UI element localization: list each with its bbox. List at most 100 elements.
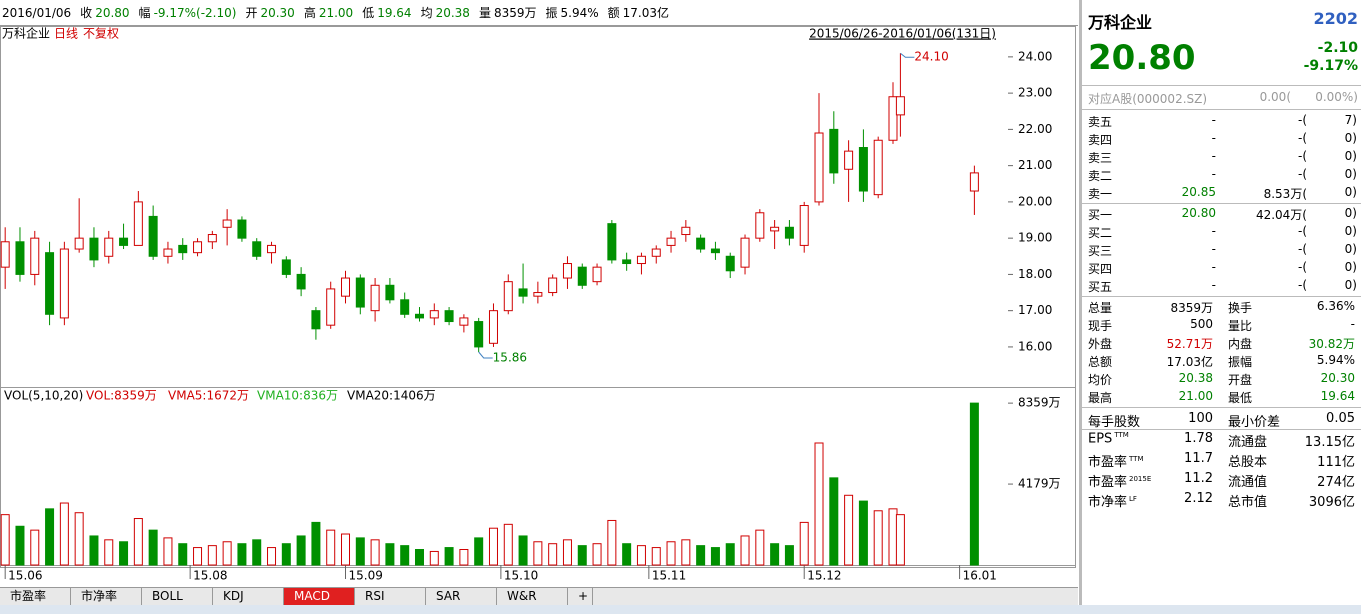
volume-bar	[267, 547, 277, 566]
stat-value: 20.30	[1320, 371, 1355, 385]
book-label: 卖四	[1088, 133, 1113, 147]
y-tick-label: 19.00	[1018, 231, 1052, 245]
volume-bar	[681, 539, 691, 566]
fund-label: 总股本	[1228, 455, 1268, 470]
stat-label: 振幅	[1228, 355, 1253, 369]
volume-bar	[548, 543, 558, 566]
stat-label: 总量	[1088, 301, 1113, 315]
candle-body	[385, 284, 395, 301]
fund-label-sup: TTM	[1114, 431, 1129, 439]
fund-label: EPS TTM	[1088, 431, 1129, 447]
stat-label: 现手	[1088, 319, 1113, 333]
book-label: 卖五	[1088, 115, 1113, 129]
tab[interactable]: MACD	[284, 588, 355, 606]
volume-bar	[385, 543, 395, 566]
candle-body	[474, 321, 484, 348]
info-item: 量 8359万	[479, 4, 537, 21]
tab[interactable]: W&R	[497, 588, 568, 606]
candle-body	[207, 234, 217, 243]
volume-bar	[725, 543, 735, 566]
candle-body	[548, 277, 558, 294]
period: 日线	[54, 27, 78, 41]
book-label: 卖三	[1088, 151, 1113, 165]
candle-body	[30, 237, 40, 275]
y-tick-label: 16.00	[1018, 339, 1052, 353]
y-tick-label: 23.00	[1018, 86, 1052, 100]
price-change-pct: -9.17%	[1303, 58, 1358, 74]
volume-bar	[414, 549, 424, 566]
candle-body	[178, 244, 188, 254]
tab[interactable]: 市净率	[71, 588, 142, 606]
annotation-pointer	[478, 351, 493, 359]
book-volume: -(	[1297, 131, 1307, 145]
fund-label: 总市值	[1228, 495, 1268, 510]
candle-body	[252, 241, 262, 257]
x-tick-label: 15.08	[193, 569, 227, 583]
y-tick-label: 20.00	[1018, 194, 1052, 208]
volume-bar	[829, 477, 839, 566]
book-volume: -(	[1297, 149, 1307, 163]
tab[interactable]: KDJ	[213, 588, 284, 606]
volume-bar	[45, 508, 55, 566]
candle-body	[74, 237, 84, 250]
candle-body	[755, 212, 765, 239]
volume-bar	[562, 539, 572, 566]
volume-legend: VMA20:1406万	[347, 389, 436, 403]
tab[interactable]: SAR	[426, 588, 497, 606]
tab[interactable]: RSI	[355, 588, 426, 606]
candle-body	[888, 96, 898, 141]
info-value: 21.00	[318, 6, 354, 20]
book-price: -	[1211, 260, 1216, 274]
volume-bar	[969, 402, 979, 566]
info-value: 17.03亿	[622, 6, 670, 20]
volume-bar	[533, 541, 543, 566]
book-label: 卖二	[1088, 169, 1113, 183]
candle-body	[488, 310, 498, 344]
candle-body	[45, 252, 55, 315]
date-range[interactable]: 2015/06/26-2016/01/06(131日)	[809, 27, 996, 41]
info-value: 19.64	[377, 6, 412, 20]
tab[interactable]: BOLL	[142, 588, 213, 606]
info-value: 20.80	[95, 6, 130, 20]
stat-value: 8359万	[1170, 301, 1213, 315]
candle-body	[59, 248, 69, 319]
info-value: 8359万	[493, 6, 537, 20]
volume-bar	[429, 550, 439, 566]
tab[interactable]: +	[568, 588, 593, 606]
price-change: -2.10	[1317, 40, 1358, 56]
volume-bar	[237, 543, 247, 566]
chart: 万科企业 日线 不复权 2015/06/26-2016/01/06(131日) 16.0…	[0, 26, 1076, 583]
volume-bar	[755, 529, 765, 566]
top-bar: 2016/01/06 收 20.80 幅 -9.17%(-2.10) 开 20.30 高 21…	[0, 0, 1078, 26]
candle-body	[562, 263, 572, 279]
info-label: 高	[303, 6, 316, 20]
fund-label: 市盈率 TTM	[1088, 454, 1144, 470]
fund-value: 3096亿	[1308, 495, 1355, 510]
x-tick-label: 15.10	[504, 569, 538, 583]
a-share-pct: 0.00%)	[1315, 90, 1358, 104]
candle-body	[119, 237, 129, 246]
stat-label: 均价	[1088, 373, 1113, 387]
book-count: 0)	[1344, 185, 1357, 199]
book-volume: -(	[1297, 242, 1307, 256]
x-tick-label: 15.12	[807, 569, 841, 583]
candle-body	[799, 205, 809, 246]
volume-bar	[30, 529, 40, 566]
book-count: 0)	[1344, 206, 1357, 220]
info-label: 幅	[138, 6, 151, 20]
annotation-pointer	[900, 52, 915, 58]
info-item: 收 20.80	[80, 4, 129, 21]
x-tick-label: 15.06	[8, 569, 42, 583]
book-volume: -(	[1297, 260, 1307, 274]
candle-body	[829, 128, 839, 174]
volume-bar	[873, 510, 883, 566]
fund-value: 274亿	[1317, 475, 1355, 490]
fund-value: 100	[1188, 411, 1213, 426]
volume-tick-label: 4179万	[1018, 477, 1061, 491]
candle-body	[222, 219, 232, 228]
fund-value: 11.7	[1184, 451, 1213, 466]
tab[interactable]: 市盈率	[0, 588, 71, 606]
candle-body	[326, 288, 336, 326]
candle-body	[696, 237, 706, 250]
volume-bar	[355, 537, 365, 566]
